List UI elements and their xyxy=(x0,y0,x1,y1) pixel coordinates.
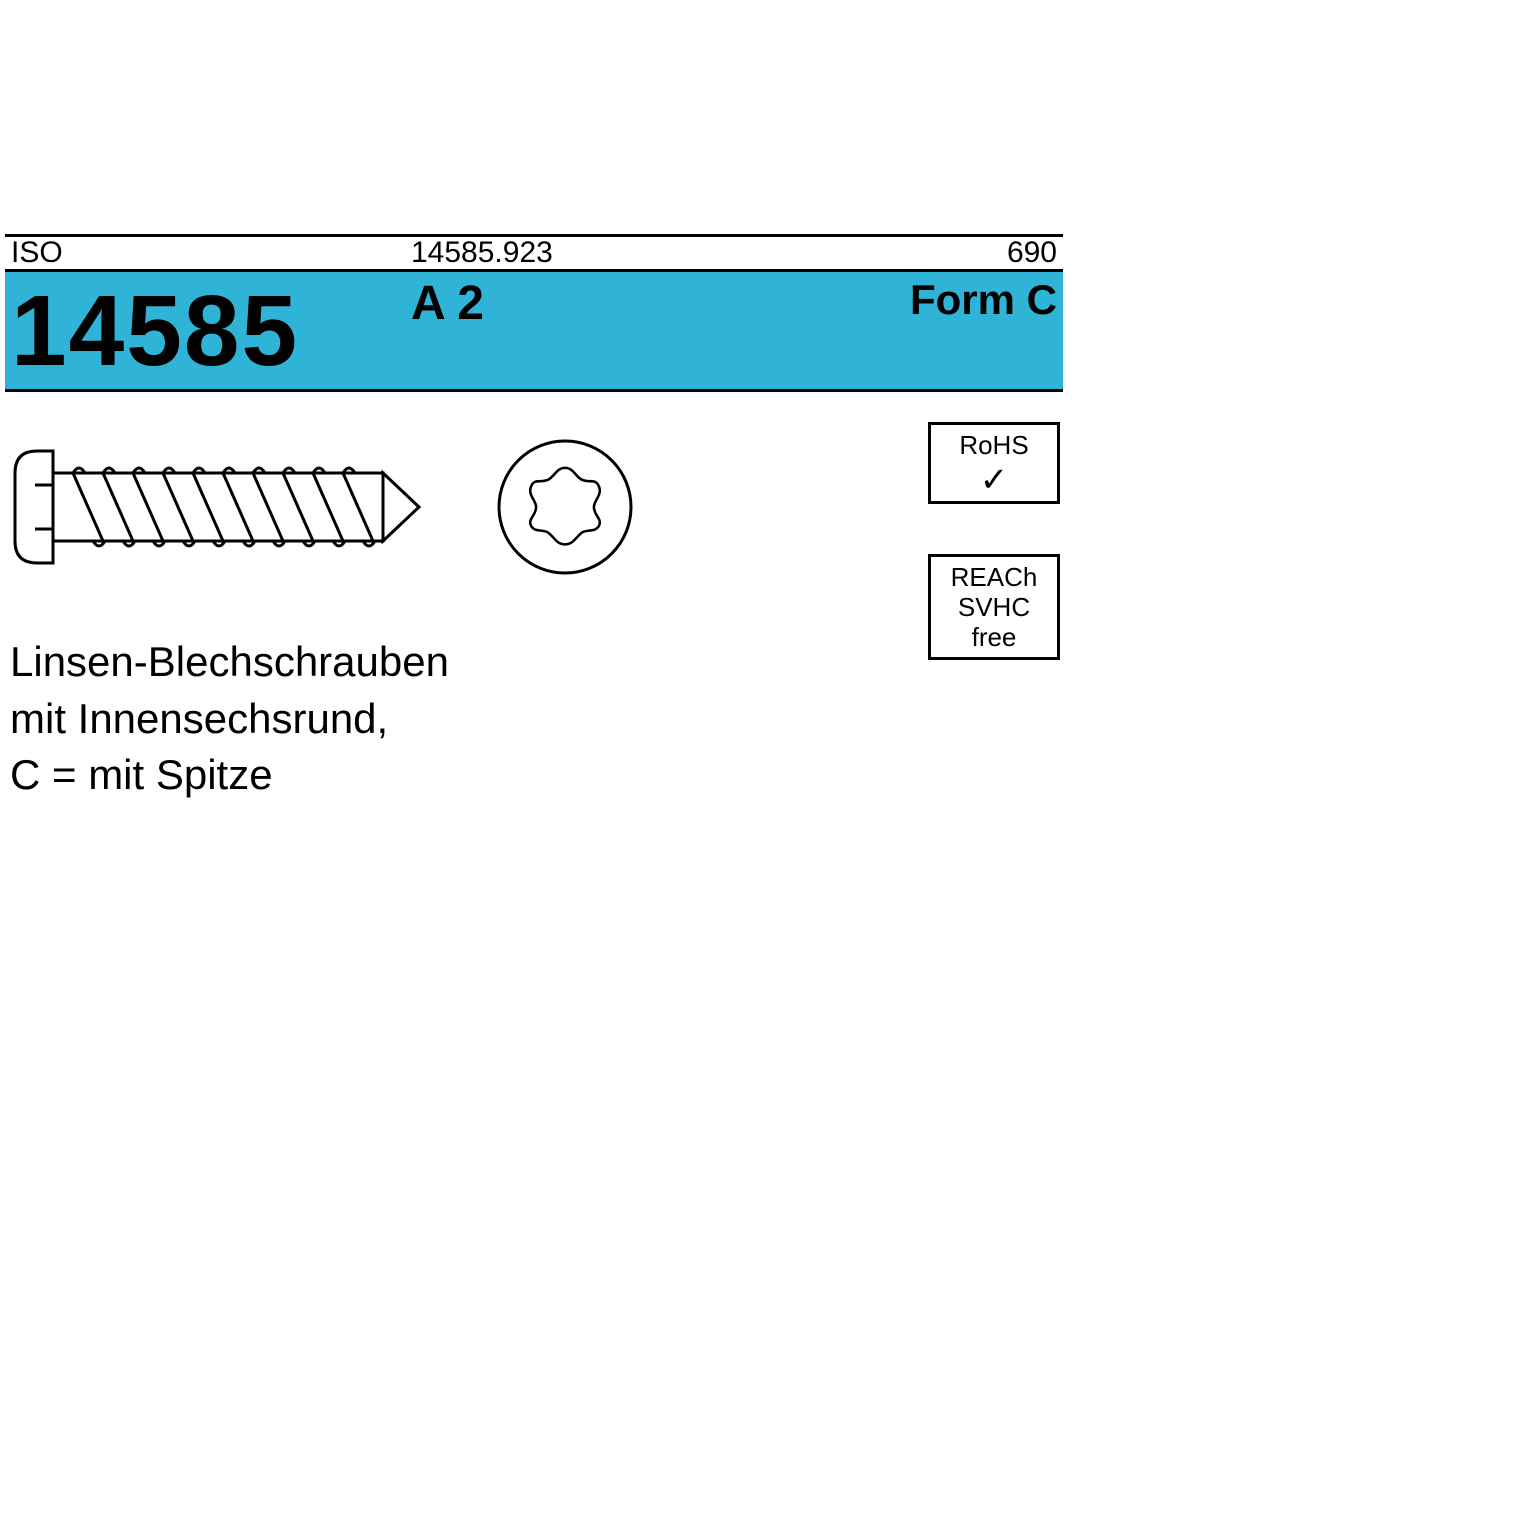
form-type: Form C xyxy=(910,272,1063,324)
desc-line-2: mit Innensechsrund, xyxy=(10,691,449,748)
page-code: 690 xyxy=(903,236,1063,270)
reach-badge: REACh SVHC free xyxy=(928,554,1060,660)
desc-line-3: C = mit Spitze xyxy=(10,747,449,804)
screw-diagram-svg xyxy=(5,409,765,609)
reach-line-1: REACh xyxy=(941,563,1047,593)
article-code: 14585.923 xyxy=(405,236,903,270)
title-band: 14585 A 2 Form C xyxy=(5,272,1063,392)
datasheet-page: ISO 14585.923 690 14585 A 2 Form C xyxy=(0,234,1068,1302)
material-grade: A 2 xyxy=(405,272,910,331)
checkmark-icon: ✓ xyxy=(941,463,1047,497)
rohs-badge: RoHS ✓ xyxy=(928,422,1060,504)
rohs-label: RoHS xyxy=(941,431,1047,461)
technical-drawing xyxy=(5,409,765,609)
header-row: ISO 14585.923 690 xyxy=(5,234,1063,272)
reach-line-2: SVHC xyxy=(941,593,1047,623)
standard-number: 14585 xyxy=(5,281,405,381)
reach-line-3: free xyxy=(941,623,1047,653)
standard-org: ISO xyxy=(5,236,405,270)
desc-line-1: Linsen-Blechschrauben xyxy=(10,634,449,691)
product-description: Linsen-Blechschrauben mit Innensechsrund… xyxy=(10,634,449,804)
